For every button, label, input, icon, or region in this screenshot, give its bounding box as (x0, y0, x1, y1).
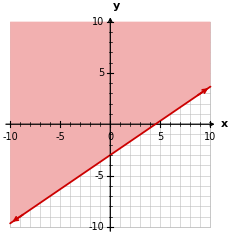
Text: -10: -10 (2, 133, 18, 142)
Text: 5: 5 (98, 68, 104, 78)
Text: 10: 10 (92, 17, 104, 27)
Text: x: x (221, 119, 228, 129)
Text: 0: 0 (107, 133, 113, 142)
Text: -10: -10 (89, 222, 104, 232)
Text: 10: 10 (204, 133, 217, 142)
Text: -5: -5 (95, 171, 104, 180)
Polygon shape (10, 22, 210, 227)
Text: -5: -5 (55, 133, 65, 142)
Text: y: y (113, 1, 120, 11)
Text: 5: 5 (157, 133, 164, 142)
